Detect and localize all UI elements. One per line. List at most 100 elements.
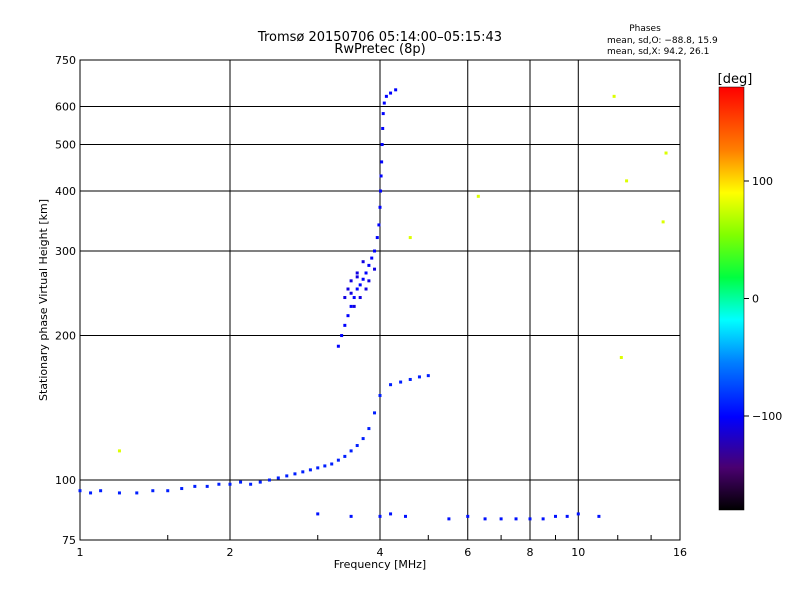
- data-point: [352, 304, 356, 308]
- data-point: [336, 344, 340, 348]
- data-point: [389, 91, 393, 95]
- x-tick-label: 2: [227, 546, 234, 559]
- data-point: [285, 474, 289, 478]
- data-point: [276, 476, 280, 480]
- data-point: [466, 514, 470, 518]
- data-point: [367, 427, 371, 431]
- data-point: [403, 514, 407, 518]
- data-point: [340, 334, 344, 338]
- x-tick-label: 4: [377, 546, 384, 559]
- colorbar-tick-label: −100: [752, 410, 782, 423]
- data-point: [349, 449, 353, 453]
- data-point: [389, 512, 393, 516]
- data-point: [375, 236, 379, 240]
- x-tick-label: 8: [527, 546, 534, 559]
- data-point: [89, 491, 93, 495]
- data-point: [597, 514, 601, 518]
- y-tick-label: 200: [55, 330, 76, 343]
- data-point: [528, 517, 532, 521]
- data-point: [355, 287, 359, 291]
- y-tick-label: 500: [55, 139, 76, 152]
- data-point: [373, 267, 377, 271]
- data-point: [378, 514, 382, 518]
- colorbar-tick-label: 0: [752, 293, 759, 306]
- data-point: [367, 263, 371, 267]
- colorbar-label: [deg]: [718, 72, 753, 87]
- data-point: [364, 287, 368, 291]
- data-point: [355, 275, 359, 279]
- colorbar-tick-label: 100: [752, 175, 773, 188]
- y-tick-label: 600: [55, 101, 76, 114]
- colorbar: [718, 86, 745, 511]
- data-point: [565, 514, 569, 518]
- data-point: [180, 487, 184, 491]
- data-point: [361, 277, 365, 281]
- data-point: [664, 151, 668, 155]
- data-point: [661, 220, 665, 224]
- y-tick-label: 75: [62, 534, 76, 547]
- data-point: [308, 468, 312, 472]
- data-point: [166, 489, 170, 493]
- grid: [80, 60, 680, 540]
- y-tick-label: 100: [55, 474, 76, 487]
- data-point: [373, 411, 377, 415]
- data-point: [417, 375, 421, 379]
- data-point: [367, 279, 371, 283]
- y-tick-label: 400: [55, 185, 76, 198]
- data-point: [361, 260, 365, 264]
- data-point: [267, 478, 271, 482]
- data-point: [355, 271, 359, 275]
- x-tick-label: 1: [77, 546, 84, 559]
- phases-title: Phases: [629, 24, 661, 34]
- data-point: [349, 514, 353, 518]
- data-point: [476, 194, 480, 198]
- data-point: [576, 512, 580, 516]
- data-point: [399, 380, 403, 384]
- data-point: [352, 296, 356, 300]
- x-tick-label: 6: [464, 546, 471, 559]
- data-point: [382, 101, 386, 105]
- data-point: [408, 236, 412, 240]
- data-point: [316, 466, 320, 470]
- data-point: [346, 314, 350, 318]
- data-point: [379, 174, 383, 178]
- chart-subtitle: RwPretec (8p): [334, 42, 425, 57]
- data-point: [378, 394, 382, 398]
- data-point: [151, 489, 155, 493]
- data-point: [301, 470, 305, 474]
- data-point: [330, 462, 334, 466]
- data-point: [370, 256, 374, 260]
- phases-o-stats: mean, sd,O: −88.8, 15.9: [607, 36, 718, 46]
- data-point: [193, 484, 197, 488]
- data-point: [408, 377, 412, 381]
- x-tick-label: 10: [571, 546, 585, 559]
- data-point: [378, 205, 382, 209]
- data-point: [99, 489, 103, 493]
- data-point: [355, 444, 359, 448]
- data-point: [349, 279, 353, 283]
- data-point: [380, 143, 384, 147]
- data-point: [117, 449, 121, 453]
- scatter-points: [78, 88, 668, 521]
- y-axis-label: Stationary phase Virtual Height [km]: [37, 199, 50, 401]
- data-point: [117, 491, 121, 495]
- data-point: [381, 112, 385, 116]
- data-point: [394, 88, 398, 92]
- data-point: [426, 374, 430, 378]
- data-point: [346, 287, 350, 291]
- data-point: [377, 223, 381, 227]
- data-point: [293, 472, 297, 476]
- data-point: [349, 291, 353, 295]
- data-point: [135, 491, 139, 495]
- data-point: [361, 437, 365, 441]
- data-point: [323, 464, 327, 468]
- data-point: [541, 517, 545, 521]
- data-point: [381, 126, 385, 130]
- data-point: [228, 482, 232, 486]
- data-point: [258, 480, 262, 484]
- data-point: [336, 458, 340, 462]
- data-point: [249, 482, 253, 486]
- data-point: [78, 489, 82, 493]
- x-axis: 1 2 4 6 8 10 16: [77, 535, 687, 559]
